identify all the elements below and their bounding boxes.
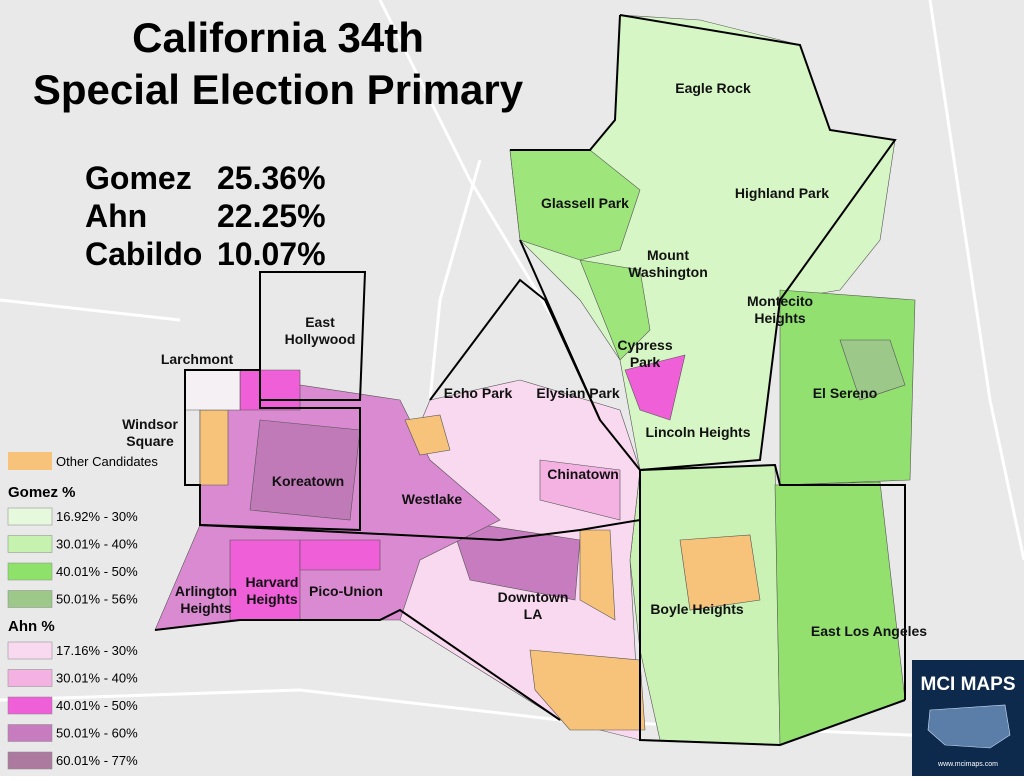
logo-map — [927, 704, 1011, 749]
neighborhood-label: Downtown — [498, 589, 569, 605]
neighborhood-label: Montecito — [747, 293, 813, 309]
neighborhood-label: Hollywood — [285, 331, 356, 347]
legend-label: 40.01% - 50% — [56, 698, 138, 713]
neighborhood-label: Larchmont — [161, 351, 234, 367]
title: California 34th — [132, 14, 424, 61]
neighborhood-label: East Los Angeles — [811, 623, 927, 639]
legend-swatch — [7, 751, 53, 770]
neighborhood-label: Echo Park — [444, 385, 513, 401]
legend-swatch — [7, 724, 53, 742]
title: Special Election Primary — [33, 66, 524, 113]
legend-label: 50.01% - 56% — [56, 592, 138, 607]
legend-title: Ahn % — [8, 618, 55, 635]
legend-title: Gomez % — [8, 484, 76, 501]
candidate: Gomez — [85, 160, 192, 196]
neighborhood-label: Washington — [628, 264, 708, 280]
legend-swatch — [7, 590, 53, 608]
neighborhood-label: Heights — [754, 310, 806, 326]
legend-swatch — [8, 452, 52, 470]
neighborhood-label: Elysian Park — [536, 385, 619, 401]
share: 25.36% — [217, 160, 326, 196]
neighborhood-label: Square — [126, 433, 174, 449]
legend-label: 50.01% - 60% — [56, 726, 138, 741]
legend-label: 30.01% - 40% — [56, 671, 138, 686]
candidate: Ahn — [85, 198, 147, 234]
overlay: California 34th Special Election Primary G… — [7, 14, 1024, 776]
neighborhood-label: Eagle Rock — [675, 80, 751, 96]
legend-swatch — [7, 669, 53, 687]
precincts — [154, 14, 916, 746]
neighborhood-label: Lincoln Heights — [646, 424, 751, 440]
neighborhood-label: Pico-Union — [309, 583, 383, 599]
neighborhood-label: Windsor — [122, 416, 178, 432]
legend-swatch — [7, 641, 53, 660]
neighborhood-label: Highland Park — [735, 185, 829, 201]
neighborhood-label: Heights — [180, 600, 232, 616]
legend-label: 30.01% - 40% — [56, 537, 138, 552]
neighborhood-label: Harvard — [246, 574, 299, 590]
neighborhood-label: El Sereno — [813, 385, 878, 401]
neighborhood-label: Park — [630, 354, 661, 370]
neighborhood-label: Mount — [647, 247, 689, 263]
neighborhood-label: Cypress — [617, 337, 672, 353]
candidate: Cabildo — [85, 236, 202, 272]
legend-swatch — [7, 535, 53, 553]
legend-swatch — [7, 507, 53, 526]
neighborhood-labels: Eagle Rock Glassell Park Highland Park Moun… — [122, 80, 927, 639]
legend-label: 40.01% - 50% — [56, 564, 138, 579]
legend-swatch — [7, 696, 53, 715]
neighborhood-label: Chinatown — [547, 466, 619, 482]
neighborhood-label: Westlake — [402, 491, 463, 507]
legend-label: 60.01% - 77% — [56, 753, 138, 768]
logo-url: www.mcimaps.com — [937, 761, 998, 768]
neighborhood-label: Glassell Park — [541, 195, 629, 211]
legend-swatch — [7, 562, 53, 581]
share: 10.07% — [217, 236, 326, 272]
neighborhood-label: Heights — [246, 591, 298, 607]
neighborhood-label: Koreatown — [272, 473, 344, 489]
neighborhood-label: LA — [524, 606, 543, 622]
neighborhood-label: East — [305, 314, 335, 330]
neighborhood-label: Boyle Heights — [650, 601, 744, 617]
district-outlines — [154, 14, 906, 747]
legend-label: Other Candidates — [56, 454, 158, 469]
logo-title: MCI MAPS — [921, 674, 1016, 695]
neighborhood-label: Arlington — [175, 583, 237, 599]
legend-label: 17.16% - 30% — [56, 643, 138, 658]
legend-label: 16.92% - 30% — [56, 509, 138, 524]
share: 22.25% — [217, 198, 326, 234]
